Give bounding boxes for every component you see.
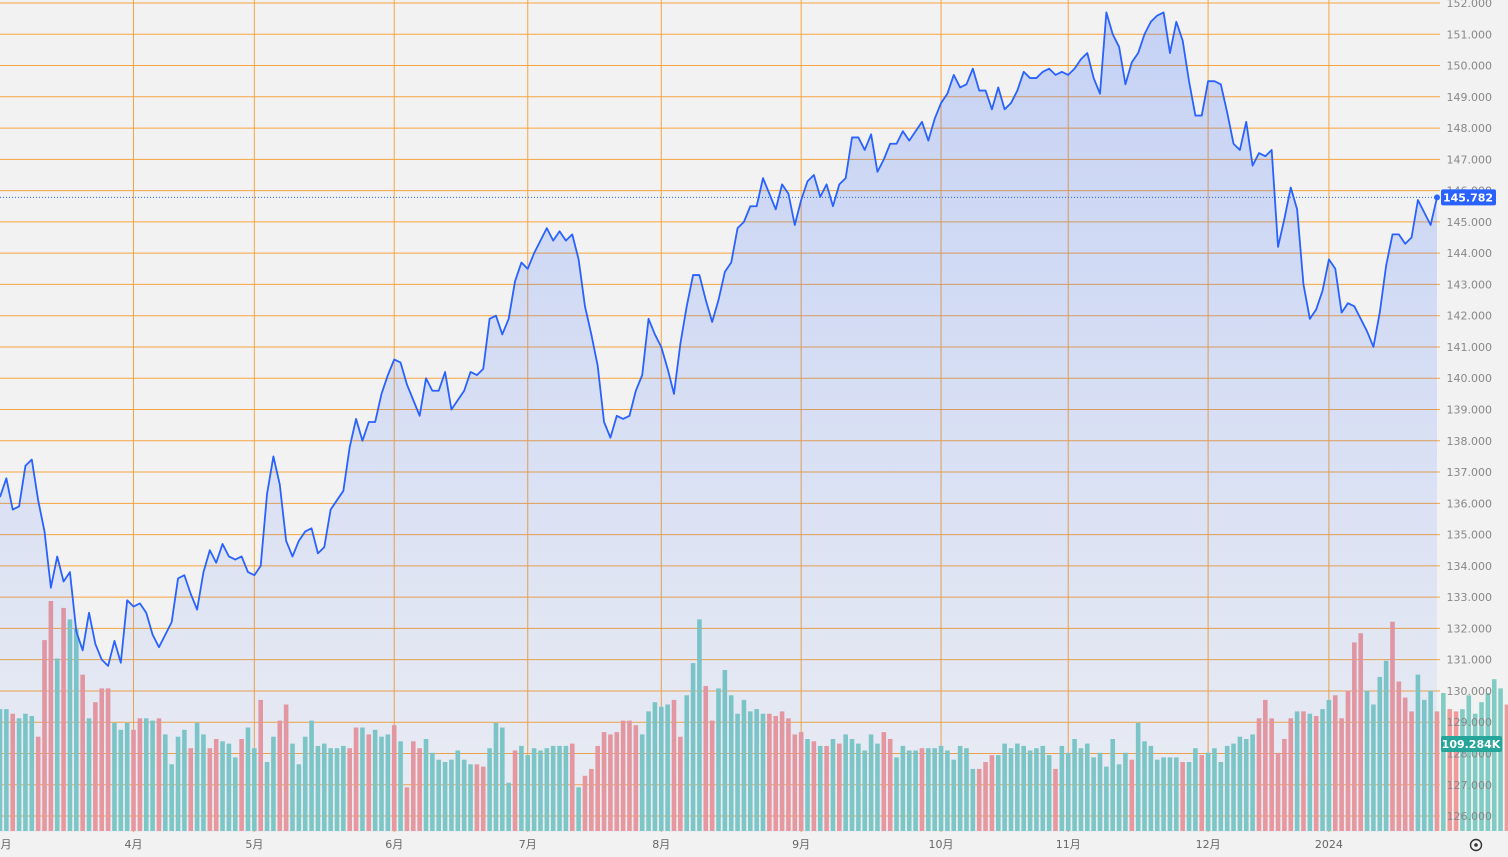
y-tick-label: 136.000: [1447, 497, 1493, 510]
volume-bar: [1504, 704, 1508, 831]
y-tick-label: 144.000: [1447, 247, 1493, 260]
volume-bar: [1447, 709, 1453, 831]
volume-bar: [1498, 688, 1503, 831]
volume-bar: [1441, 693, 1446, 831]
x-tick-label: 7月: [519, 838, 537, 851]
y-tick-label: 143.000: [1447, 278, 1493, 291]
y-tick-label: 129.000: [1447, 716, 1493, 729]
volume-bar: [1453, 711, 1459, 831]
y-tick-label: 147.000: [1447, 153, 1493, 166]
y-tick-label: 140.000: [1447, 372, 1493, 385]
y-tick-label: 150.000: [1447, 60, 1493, 73]
volume-bar: [1491, 679, 1497, 831]
current-price-label: 145.782: [1443, 191, 1493, 204]
x-tick-label: 5月: [245, 838, 263, 851]
y-tick-label: 151.000: [1447, 28, 1493, 41]
x-tick-label: 11月: [1056, 838, 1081, 851]
gear-icon-center: [1474, 843, 1478, 847]
x-axis: 月 4月 5月 6月 7月 8月 9月 10月 11月 12月 2024: [1, 838, 1343, 851]
current-volume-label: 109.284K: [1442, 738, 1501, 751]
y-tick-label: 131.000: [1447, 654, 1493, 667]
volume-bar: [1466, 695, 1472, 831]
y-tick-label: 148.000: [1447, 122, 1493, 135]
price-area: [0, 11, 1438, 832]
y-axis: 126.000127.000128.000129.000130.000131.0…: [1447, 0, 1493, 823]
y-tick-label: 139.000: [1447, 404, 1493, 417]
price-line: [0, 11, 1438, 667]
y-tick-label: 149.000: [1447, 91, 1493, 104]
y-tick-label: 127.000: [1447, 779, 1493, 792]
y-tick-label: 137.000: [1447, 466, 1493, 479]
x-tick-label: 12月: [1196, 838, 1221, 851]
x-tick-label: 10月: [929, 838, 954, 851]
current-price-badge: [1441, 189, 1496, 206]
volume-bar: [1472, 713, 1478, 831]
y-tick-label: 152.000: [1447, 0, 1493, 10]
y-tick-label: 134.000: [1447, 560, 1493, 573]
x-tick-label: 6月: [385, 838, 403, 851]
price-area-fill: [0, 12, 1437, 832]
chart-settings-button[interactable]: [1469, 838, 1483, 852]
y-tick-label: 135.000: [1447, 529, 1493, 542]
volume-bar: [1460, 709, 1465, 831]
y-tick-label: 141.000: [1447, 341, 1493, 354]
y-tick-label: 142.000: [1447, 310, 1493, 323]
volume-bar: [1479, 702, 1484, 831]
last-value-badges: 145.782 109.284K: [0, 189, 1502, 752]
x-tick-label: 月: [1, 838, 12, 851]
gear-icon[interactable]: [1469, 838, 1483, 852]
y-tick-label: 133.000: [1447, 591, 1493, 604]
y-tick-label: 130.000: [1447, 685, 1493, 698]
x-tick-label: 8月: [652, 838, 670, 851]
x-tick-label: 2024: [1315, 838, 1343, 851]
volume-bar: [1485, 693, 1491, 831]
x-tick-label: 9月: [792, 838, 810, 851]
last-point-marker: [1434, 194, 1440, 201]
y-tick-label: 132.000: [1447, 622, 1493, 635]
y-tick-label: 138.000: [1447, 435, 1493, 448]
x-tick-label: 4月: [125, 838, 143, 851]
current-volume-badge: [1441, 736, 1502, 752]
y-tick-label: 126.000: [1447, 810, 1493, 823]
y-tick-label: 145.000: [1447, 216, 1493, 229]
